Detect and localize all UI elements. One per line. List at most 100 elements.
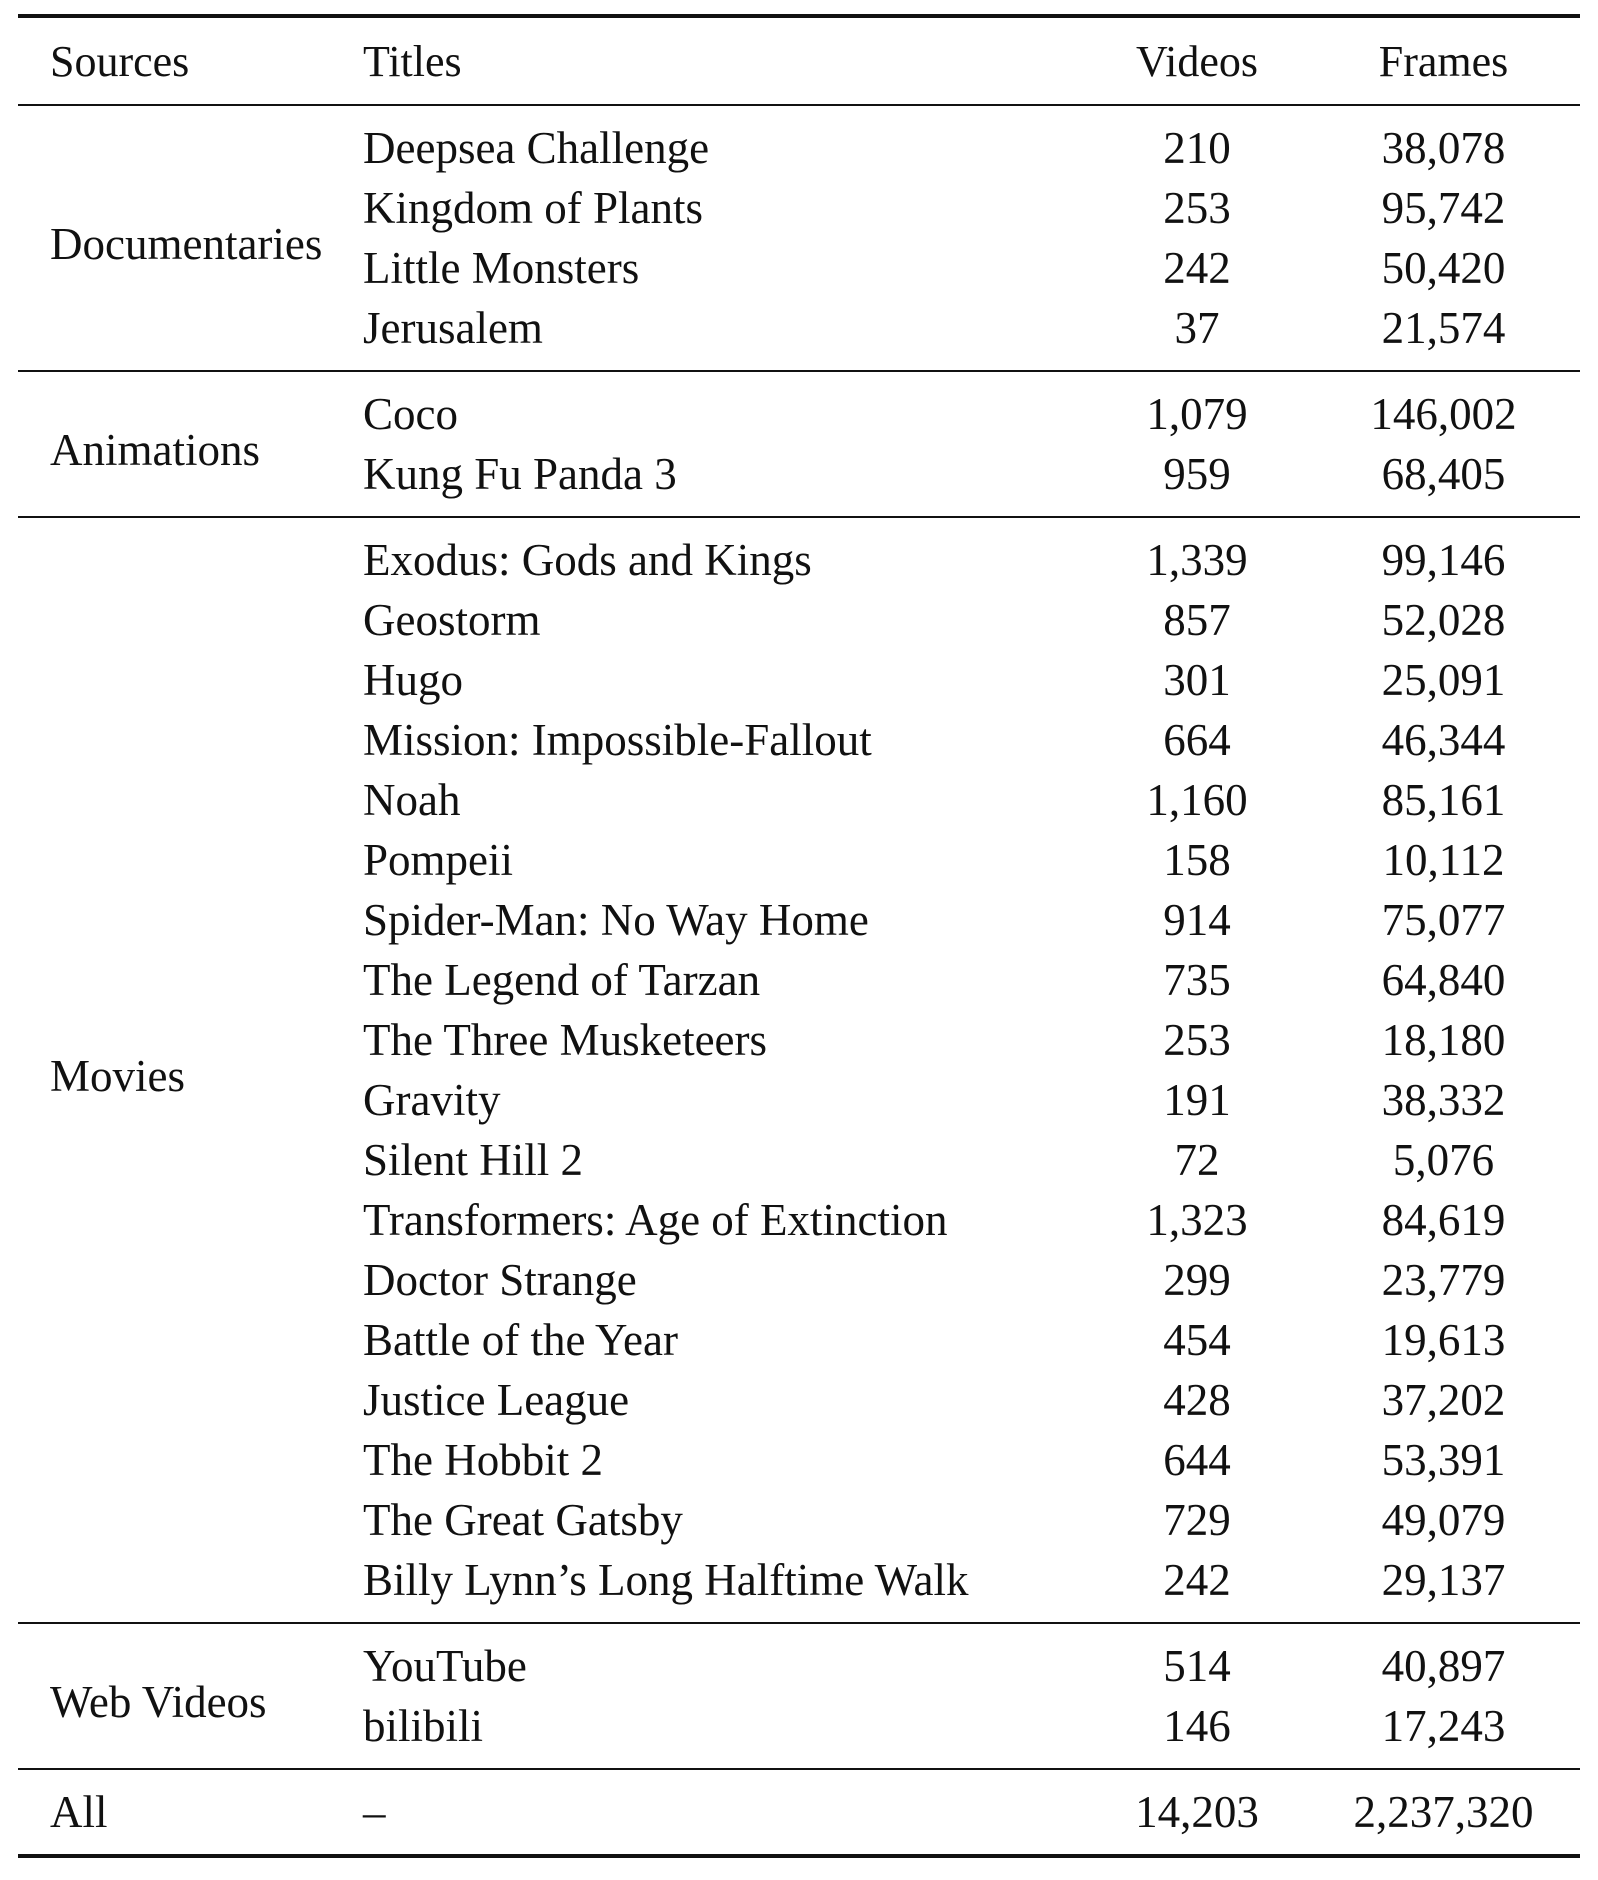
table-row: Spider-Man: No Way Home 914 75,077 bbox=[18, 890, 1580, 950]
videos-cell: 37 bbox=[1087, 298, 1307, 372]
frames-cell: 5,076 bbox=[1392, 1135, 1495, 1185]
table-row: Jerusalem 37 21,574 bbox=[18, 298, 1580, 372]
videos-cell: 729 bbox=[1163, 1495, 1231, 1545]
videos-cell: 253 bbox=[1163, 183, 1231, 233]
table-row: Gravity 191 38,332 bbox=[18, 1070, 1580, 1130]
table-body: Documentaries Deepsea Challenge 210 38,078 K… bbox=[18, 105, 1580, 1770]
table-row: Animations Coco 1,079 146,002 bbox=[18, 371, 1580, 518]
total-videos: 14,203 bbox=[1087, 1769, 1307, 1858]
title-cell: Billy Lynn’s Long Halftime Walk bbox=[363, 1550, 1087, 1624]
table-row: bilibili 146 17,243 bbox=[18, 1696, 1580, 1770]
frames-cell: 10,112 bbox=[1382, 835, 1505, 885]
videos-cell: 210 bbox=[1163, 123, 1231, 173]
table-row: The Three Musketeers 253 18,180 bbox=[18, 1010, 1580, 1070]
total-title: – bbox=[363, 1769, 1087, 1858]
table-row: Justice League 428 37,202 bbox=[18, 1370, 1580, 1430]
total-frames: 2,237,320 bbox=[1307, 1769, 1580, 1858]
frames-cell: 17,243 bbox=[1307, 1696, 1580, 1770]
title-cell: Kung Fu Panda 3 bbox=[363, 444, 1087, 518]
total-source: All bbox=[18, 1769, 363, 1858]
videos-cell: 158 bbox=[1163, 835, 1231, 885]
table-row: Kung Fu Panda 3 959 68,405 bbox=[18, 444, 1580, 518]
title-cell: Doctor Strange bbox=[363, 1255, 637, 1305]
header-titles: Titles bbox=[363, 14, 1087, 106]
videos-cell: 1,323 bbox=[1146, 1195, 1248, 1245]
frames-cell: 38,332 bbox=[1381, 1075, 1506, 1125]
title-cell: Transformers: Age of Extinction bbox=[363, 1195, 948, 1245]
table-row: Documentaries Deepsea Challenge 210 38,078 bbox=[18, 105, 1580, 372]
frames-cell: 64,840 bbox=[1381, 955, 1506, 1005]
videos-cell: 428 bbox=[1163, 1375, 1231, 1425]
table-row: Doctor Strange 299 23,779 bbox=[18, 1250, 1580, 1310]
frames-cell: 25,091 bbox=[1381, 655, 1506, 705]
table-row: Geostorm 857 52,028 bbox=[18, 590, 1580, 650]
frames-cell: 146,002 bbox=[1370, 389, 1517, 439]
table-row: Billy Lynn’s Long Halftime Walk 242 29,137 bbox=[18, 1550, 1580, 1624]
title-cell: Mission: Impossible-Fallout bbox=[363, 715, 872, 765]
videos-cell: 914 bbox=[1163, 895, 1231, 945]
table-row: Mission: Impossible-Fallout 664 46,344 bbox=[18, 710, 1580, 770]
dataset-statistics-table: Sources Titles Videos Frames Documentari… bbox=[18, 14, 1580, 1858]
frames-cell: 49,079 bbox=[1381, 1495, 1506, 1545]
videos-cell: 299 bbox=[1163, 1255, 1231, 1305]
videos-cell: 664 bbox=[1163, 715, 1231, 765]
videos-cell: 644 bbox=[1163, 1435, 1231, 1485]
table-row: Silent Hill 2 72 5,076 bbox=[18, 1130, 1580, 1190]
videos-cell: 242 bbox=[1163, 243, 1231, 293]
table-row: Web Videos YouTube 514 40,897 bbox=[18, 1623, 1580, 1770]
source-cell: Animations bbox=[18, 371, 363, 518]
table: Sources Titles Videos Frames Documentari… bbox=[18, 14, 1580, 1858]
table-row: Movies Exodus: Gods and Kings 1,339 99,146 bbox=[18, 517, 1580, 1624]
videos-cell: 454 bbox=[1163, 1315, 1231, 1365]
title-cell: Gravity bbox=[363, 1075, 501, 1125]
table-total: All – 14,203 2,237,320 bbox=[18, 1769, 1580, 1858]
frames-cell: 18,180 bbox=[1381, 1015, 1506, 1065]
frames-cell: 21,574 bbox=[1307, 298, 1580, 372]
table-row: Hugo 301 25,091 bbox=[18, 650, 1580, 710]
title-cell: Exodus: Gods and Kings bbox=[363, 535, 812, 585]
frames-cell: 99,146 bbox=[1381, 535, 1506, 585]
frames-cell: 95,742 bbox=[1381, 183, 1506, 233]
header-row: Sources Titles Videos Frames bbox=[18, 14, 1580, 106]
source-cell: Documentaries bbox=[18, 105, 363, 372]
frames-cell: 84,619 bbox=[1381, 1195, 1506, 1245]
title-cell: The Three Musketeers bbox=[363, 1015, 768, 1065]
videos-cell: 1,339 bbox=[1146, 535, 1248, 585]
videos-cell: 146 bbox=[1087, 1696, 1307, 1770]
source-cell: Web Videos bbox=[18, 1623, 363, 1770]
title-cell: Hugo bbox=[363, 655, 463, 705]
frames-cell: 40,897 bbox=[1381, 1641, 1506, 1691]
header-sources: Sources bbox=[18, 14, 363, 106]
title-cell: The Hobbit 2 bbox=[363, 1435, 603, 1485]
frames-cell: 52,028 bbox=[1381, 595, 1506, 645]
title-cell: Pompeii bbox=[363, 835, 514, 885]
title-cell: Jerusalem bbox=[363, 298, 1087, 372]
videos-cell: 191 bbox=[1163, 1075, 1231, 1125]
frames-cell: 23,779 bbox=[1381, 1255, 1506, 1305]
videos-cell: 1,079 bbox=[1146, 389, 1248, 439]
title-cell: Little Monsters bbox=[363, 243, 640, 293]
title-cell: Spider-Man: No Way Home bbox=[363, 895, 869, 945]
videos-cell: 242 bbox=[1087, 1550, 1307, 1624]
videos-cell: 959 bbox=[1087, 444, 1307, 518]
table-row: Noah 1,160 85,161 bbox=[18, 770, 1580, 830]
header-frames: Frames bbox=[1307, 14, 1580, 106]
frames-cell: 46,344 bbox=[1381, 715, 1506, 765]
table-row: Kingdom of Plants 253 95,742 bbox=[18, 178, 1580, 238]
title-cell: Battle of the Year bbox=[363, 1315, 678, 1365]
table-row: The Great Gatsby 729 49,079 bbox=[18, 1490, 1580, 1550]
title-cell: Justice League bbox=[363, 1375, 630, 1425]
header-videos: Videos bbox=[1087, 14, 1307, 106]
videos-cell: 857 bbox=[1163, 595, 1231, 645]
title-cell: Deepsea Challenge bbox=[363, 123, 710, 173]
frames-cell: 19,613 bbox=[1381, 1315, 1506, 1365]
table-row: The Legend of Tarzan 735 64,840 bbox=[18, 950, 1580, 1010]
videos-cell: 514 bbox=[1163, 1641, 1231, 1691]
frames-cell: 50,420 bbox=[1381, 243, 1506, 293]
videos-cell: 1,160 bbox=[1146, 775, 1248, 825]
source-cell: Movies bbox=[18, 517, 363, 1624]
videos-cell: 735 bbox=[1163, 955, 1231, 1005]
table-row: Transformers: Age of Extinction 1,323 84,6… bbox=[18, 1190, 1580, 1250]
title-cell: Kingdom of Plants bbox=[363, 183, 704, 233]
table-row: Pompeii 158 10,112 bbox=[18, 830, 1580, 890]
